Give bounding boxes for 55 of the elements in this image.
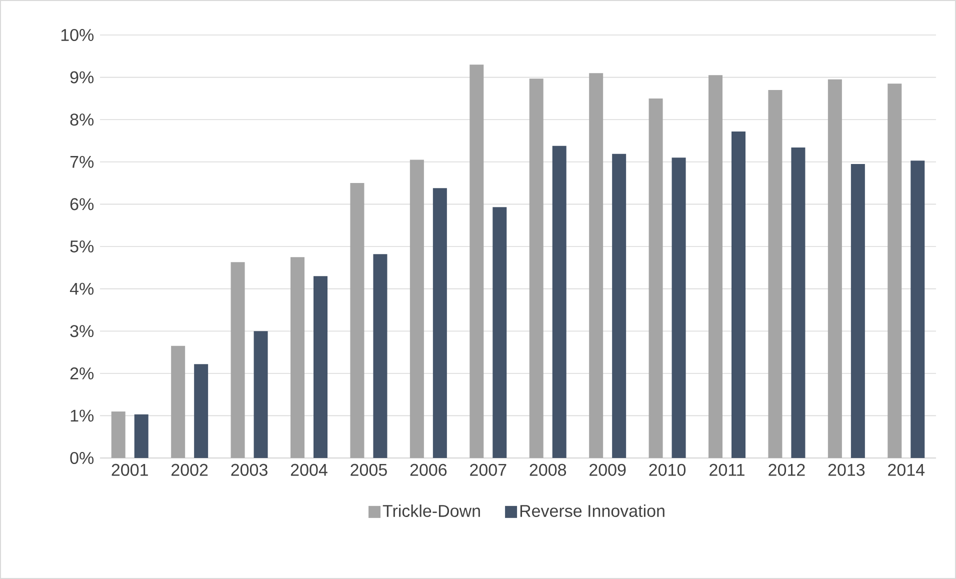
bar (589, 73, 604, 458)
bar (254, 331, 268, 458)
x-tick-label: 2001 (112, 464, 148, 476)
bar (432, 188, 447, 458)
bar (492, 207, 507, 458)
bar (672, 158, 686, 458)
bar (828, 79, 842, 458)
x-tick-label: 2013 (828, 464, 865, 476)
y-tick-label: 8% (70, 114, 94, 126)
legend-label: Trickle-Down (382, 504, 480, 517)
x-tick-label: 2008 (530, 464, 566, 476)
x-tick-label: 2012 (768, 464, 805, 476)
x-tick-label: 2009 (590, 464, 626, 476)
bar (314, 276, 328, 458)
bar (552, 146, 566, 458)
x-tick-label: 2011 (710, 464, 744, 476)
bar (612, 154, 626, 458)
bar (888, 84, 902, 458)
bar (134, 414, 148, 458)
bar (350, 183, 364, 458)
bar (470, 64, 484, 458)
y-tick-label: 3% (70, 325, 94, 338)
legend-label: Reverse Innovation (520, 504, 664, 517)
bar (410, 160, 424, 458)
x-tick-label: 2004 (290, 464, 328, 476)
x-tick-label: 2007 (470, 464, 506, 476)
bar (791, 148, 806, 458)
x-tick-label: 2010 (649, 464, 686, 476)
x-tick-label: 2002 (172, 464, 208, 476)
bar (732, 131, 746, 458)
y-tick-label: 4% (70, 282, 94, 295)
bar (708, 75, 723, 458)
y-tick-label: 10% (61, 28, 94, 42)
x-tick-label: 2006 (410, 464, 447, 476)
bar (230, 262, 245, 458)
bar (910, 160, 925, 458)
x-tick-label: 2014 (888, 464, 925, 476)
y-tick-label: 2% (70, 367, 94, 380)
bar (648, 98, 663, 458)
bar (768, 90, 782, 458)
y-tick-label: 5% (70, 240, 94, 252)
bar (850, 164, 865, 458)
bar (290, 257, 305, 458)
y-tick-label: 1% (70, 410, 94, 422)
bar (529, 78, 544, 458)
y-tick-label: 9% (70, 71, 94, 84)
x-tick-label: 2005 (350, 464, 387, 476)
bar (194, 364, 208, 458)
bar (373, 254, 388, 458)
bar (171, 346, 186, 458)
y-tick-label: 7% (70, 156, 94, 168)
bar (111, 411, 126, 458)
y-tick-label: 6% (70, 198, 94, 210)
y-tick-label: 0% (70, 452, 94, 464)
x-tick-label: 2003 (231, 464, 268, 476)
